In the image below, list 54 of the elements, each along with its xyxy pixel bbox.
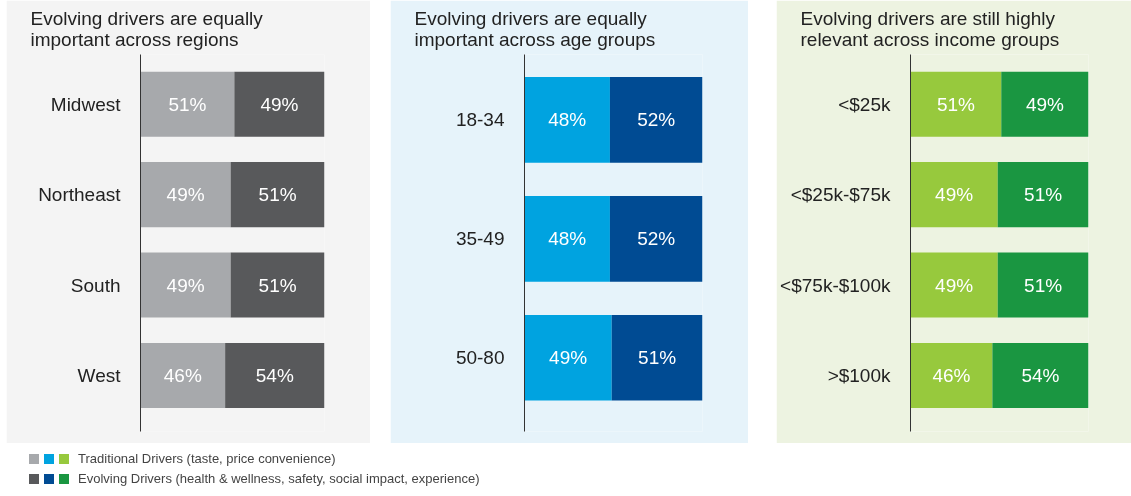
- data-label: 54%: [1021, 364, 1060, 386]
- data-label: 51%: [1024, 274, 1063, 296]
- data-label: 51%: [258, 274, 297, 296]
- data-label: 49%: [166, 184, 205, 206]
- legend-label: Traditional Drivers (taste, price convenience): [78, 449, 336, 468]
- data-label: 51%: [258, 184, 297, 206]
- data-label: 48%: [548, 109, 587, 131]
- bar: [910, 252, 998, 318]
- data-label: 46%: [932, 364, 971, 386]
- y-tick-label: <$25k-$75k: [790, 184, 891, 206]
- bar: [140, 252, 231, 318]
- bar: [234, 71, 325, 137]
- y-tick-label: 50-80: [455, 347, 505, 369]
- chart-title: Evolving drivers are equally important across age groups: [414, 7, 656, 50]
- y-tick-label: 18-34: [455, 109, 505, 131]
- bar: [140, 162, 231, 228]
- data-label: 51%: [638, 347, 677, 369]
- bar: [230, 162, 325, 228]
- data-label: 49%: [260, 93, 299, 115]
- y-tick-label: <$25k: [838, 93, 891, 115]
- y-tick-label: Northeast: [38, 184, 122, 206]
- data-label: 48%: [548, 228, 587, 250]
- bar: [140, 71, 235, 137]
- bar: [910, 162, 998, 228]
- y-tick-label: West: [77, 364, 122, 386]
- chart-title: Evolving drivers are still highly relevant across income groups: [800, 7, 1060, 50]
- bar: [997, 252, 1089, 318]
- y-tick-label: Midwest: [50, 93, 122, 115]
- data-label: 49%: [166, 274, 205, 296]
- data-label: 54%: [255, 364, 294, 386]
- data-label: 52%: [637, 228, 676, 250]
- bar: [997, 162, 1089, 228]
- data-label: 46%: [163, 364, 202, 386]
- data-label: 51%: [168, 93, 207, 115]
- y-tick-label: >$100k: [827, 364, 891, 386]
- bar: [910, 71, 1002, 137]
- legend-label: Evolving Drivers (health & wellness, safety, social impact, experience): [78, 469, 480, 488]
- y-tick-label: <$75k-$100k: [780, 274, 891, 296]
- bar: [230, 252, 325, 318]
- data-label: 52%: [637, 109, 676, 131]
- data-label: 51%: [1024, 184, 1063, 206]
- bar: [1001, 71, 1089, 137]
- bar: [992, 342, 1089, 408]
- data-label: 49%: [935, 184, 974, 206]
- y-tick-label: South: [70, 274, 121, 296]
- y-tick-label: 35-49: [455, 228, 505, 250]
- chart-title: Evolving drivers are equally important across regions: [30, 7, 264, 50]
- data-label: 49%: [1025, 93, 1065, 115]
- data-label: 51%: [936, 93, 976, 115]
- bar: [140, 342, 226, 408]
- data-label: 49%: [549, 347, 588, 369]
- data-label: 49%: [935, 274, 974, 296]
- bar: [225, 342, 325, 408]
- bar: [910, 342, 993, 408]
